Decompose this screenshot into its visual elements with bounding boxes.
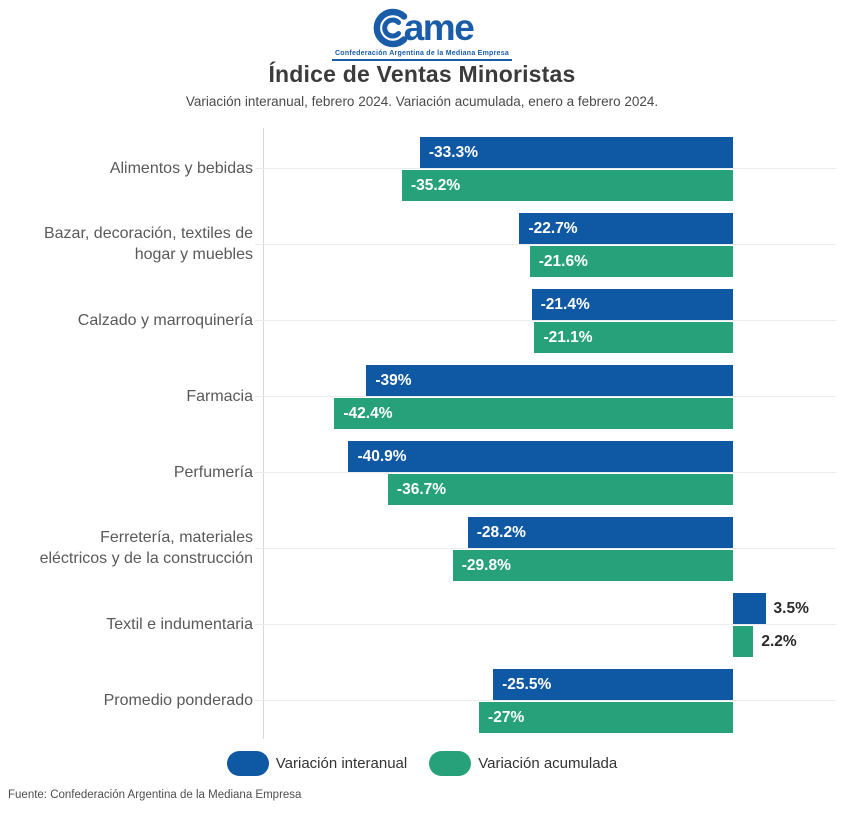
came-logo-row: ame (371, 7, 475, 48)
category-label: Farmacia (186, 387, 253, 405)
row-gridline (255, 548, 836, 549)
bar-value-label: -40.9% (357, 448, 407, 465)
bar-value-label: -39% (375, 372, 412, 389)
bar-acumulada (402, 170, 733, 201)
bar-interanual (348, 441, 733, 472)
row-gridline (255, 320, 836, 321)
bar-value-label: -28.2% (476, 524, 526, 541)
category-row: Textil e indumentaria 3.5% 2.2% (0, 587, 844, 663)
category-row: Farmacia -39% -42.4% (0, 359, 844, 435)
category-row: Bazar, decoración, textiles de hogar y m… (0, 207, 844, 283)
bar-acumulada (334, 398, 733, 429)
bar-value-label: -22.7% (528, 220, 578, 237)
logo-tagline: Confederación Argentina de la Mediana Em… (335, 50, 509, 57)
source-note: Fuente: Confederación Argentina de la Me… (8, 789, 302, 801)
category-label: Perfumería (173, 463, 253, 481)
category-label: Promedio ponderado (103, 691, 253, 709)
row-gridline (255, 168, 836, 169)
bar-value-label: 2.2% (761, 633, 797, 650)
legend-label-interanual: Variación interanual (275, 755, 408, 772)
bar-value-label: 3.5% (773, 600, 809, 617)
bar-acumulada (732, 626, 754, 657)
category-label: Calzado y marroquinería (77, 311, 253, 329)
came-logo-mark (373, 8, 407, 48)
bar-value-label: -42.4% (343, 405, 393, 422)
bar-interanual (366, 365, 733, 396)
category-row: Perfumería -40.9% -36.7% (0, 435, 844, 511)
row-gridline (255, 472, 836, 473)
logo-underline (332, 59, 512, 61)
bar-value-label: -21.4% (540, 296, 590, 313)
category-row: Ferretería, materiales eléctricos y de l… (0, 511, 844, 587)
bar-interanual (732, 593, 766, 624)
bar-acumulada (452, 550, 733, 581)
bar-interanual (519, 213, 733, 244)
bar-acumulada (529, 246, 733, 277)
bar-interanual (531, 289, 733, 320)
bar-interanual (419, 137, 733, 168)
bar-value-label: -29.8% (461, 557, 511, 574)
bar-value-label: -33.3% (428, 144, 478, 161)
legend-label-acumulada: Variación acumulada (478, 755, 618, 772)
category-label: Alimentos y bebidas (109, 159, 253, 177)
bar-acumulada (479, 702, 733, 733)
logo-text: ame (403, 7, 475, 48)
category-row: Alimentos y bebidas -33.3% -35.2% (0, 131, 844, 207)
category-label: Bazar, decoración, textiles de hogar y m… (43, 225, 253, 263)
chart-subtitle: Variación interanual, febrero 2024. Vari… (185, 94, 659, 109)
category-label: Ferretería, materiales eléctricos y de l… (39, 529, 253, 567)
bar-acumulada (534, 322, 733, 353)
bar-value-label: -35.2% (411, 177, 461, 194)
bar-value-label: -36.7% (396, 481, 447, 498)
legend-swatch-acumulada (429, 751, 472, 776)
row-gridline (255, 244, 836, 245)
bar-interanual (467, 517, 733, 548)
y-axis-line (263, 128, 264, 739)
bar-interanual (493, 669, 733, 700)
legend-swatch-interanual (226, 751, 269, 776)
row-gridline (255, 624, 836, 625)
bar-value-label: -27% (488, 709, 525, 726)
row-gridline (255, 396, 836, 397)
row-gridline (255, 700, 836, 701)
bar-acumulada (387, 474, 733, 505)
category-row: Promedio ponderado -25.5% -27% (0, 663, 844, 739)
bar-value-label: -25.5% (502, 676, 552, 693)
came-logo: ame Confederación Argentina de la Median… (332, 8, 512, 61)
bar-value-label: -21.6% (538, 253, 588, 270)
chart-title: Índice de Ventas Minoristas (268, 61, 576, 87)
bar-chart: Alimentos y bebidas -33.3% -35.2% Bazar, de… (0, 128, 844, 739)
chart-legend: Variación interanual Variación acumulada (0, 751, 844, 776)
bar-value-label: -21.1% (543, 329, 593, 346)
category-row: Calzado y marroquinería -21.4% -21.1% (0, 283, 844, 359)
category-label: Textil e indumentaria (106, 615, 253, 633)
